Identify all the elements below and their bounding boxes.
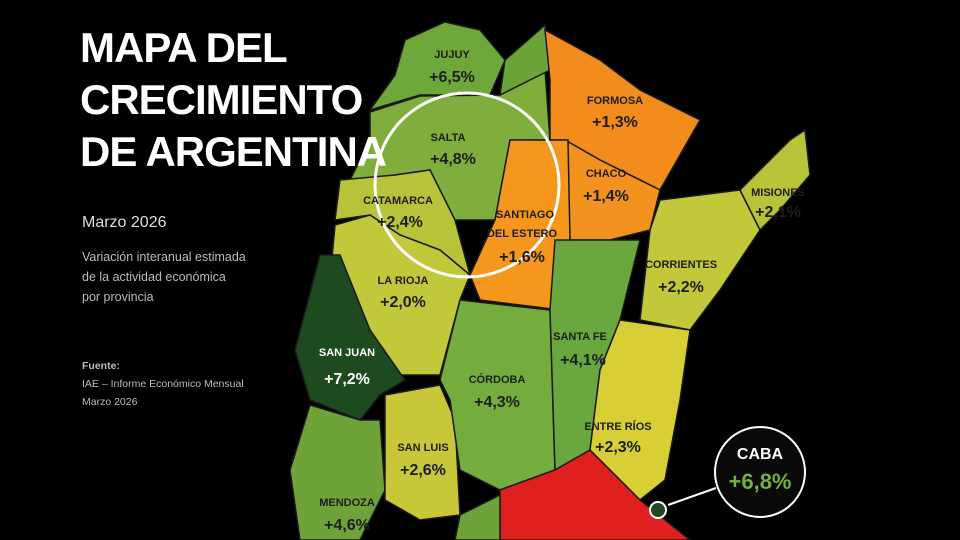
province-value: +2,0% (380, 294, 426, 311)
province-value: +2,4% (377, 214, 423, 231)
province-name: FORMOSA (587, 95, 643, 107)
province-name: CÓRDOBA (469, 373, 526, 386)
province-value: +7,2% (324, 371, 370, 388)
date: Marzo 2026 (82, 214, 167, 231)
caba-inset: CABA +6,8% (649, 426, 806, 519)
province-labels: JUJUY +6,5% FORMOSA +1,3% SALTA +4,8% CH… (319, 49, 805, 534)
province-name: SALTA (430, 132, 465, 144)
highlight-circle (373, 91, 561, 279)
province-value: +4,3% (474, 394, 520, 411)
title: MAPA DEL CRECIMIENTO DE ARGENTINA Marzo … (80, 24, 388, 408)
title-line: MAPA DEL (80, 24, 287, 71)
province-name: SANTIAGO (496, 209, 555, 221)
description-line: de la actividad económica (82, 270, 226, 284)
province-name: SANTA FE (553, 331, 607, 343)
province-value: +2,1% (755, 204, 801, 221)
province-shape (294, 254, 407, 421)
province-value: +4,8% (430, 151, 476, 168)
province-shape (454, 493, 501, 540)
province-value: +2,6% (400, 462, 446, 479)
province-value: +4,6% (324, 517, 370, 534)
inset-value: +6,8% (729, 469, 792, 494)
title-line: CRECIMIENTO (80, 76, 362, 123)
province-name: SAN LUIS (397, 442, 448, 454)
source-line: IAE – Informe Económico Mensual (82, 378, 244, 390)
source-line: Marzo 2026 (82, 396, 138, 408)
province-value: +2,3% (595, 439, 641, 456)
province-name: MENDOZA (319, 497, 375, 509)
province-value: +1,4% (583, 188, 629, 205)
province-value: +1,6% (499, 249, 545, 266)
description-line: por provincia (82, 290, 154, 304)
province-name: LA RIOJA (378, 275, 429, 287)
province-name: DEL ESTERO (487, 228, 558, 240)
province-value: +2,2% (658, 279, 704, 296)
title-line: DE ARGENTINA (80, 128, 387, 175)
province-name: CATAMARCA (363, 195, 433, 207)
inset-connector (667, 487, 717, 506)
province-value: +6,5% (429, 69, 475, 86)
inset-name: CABA (737, 446, 784, 463)
province-name: CORRIENTES (645, 259, 717, 271)
province-name: SAN JUAN (319, 347, 375, 359)
map (289, 21, 811, 540)
province-shape (639, 189, 761, 331)
province-value: +1,3% (592, 114, 638, 131)
province-name: CHACO (586, 168, 627, 180)
province-shape (289, 404, 386, 540)
province-shape (499, 449, 692, 540)
province-shape (469, 139, 571, 311)
province-name: ENTRE RÍOS (584, 420, 651, 433)
province-name: MISIONES (751, 187, 805, 199)
inset-circle (714, 426, 806, 518)
province-name: JUJUY (434, 49, 470, 61)
province-shape (739, 128, 811, 232)
caba-marker (649, 501, 667, 519)
province-value: +4,1% (560, 352, 606, 369)
description-line: Variación interanual estimada (82, 250, 246, 264)
source-label: Fuente: (82, 360, 120, 372)
